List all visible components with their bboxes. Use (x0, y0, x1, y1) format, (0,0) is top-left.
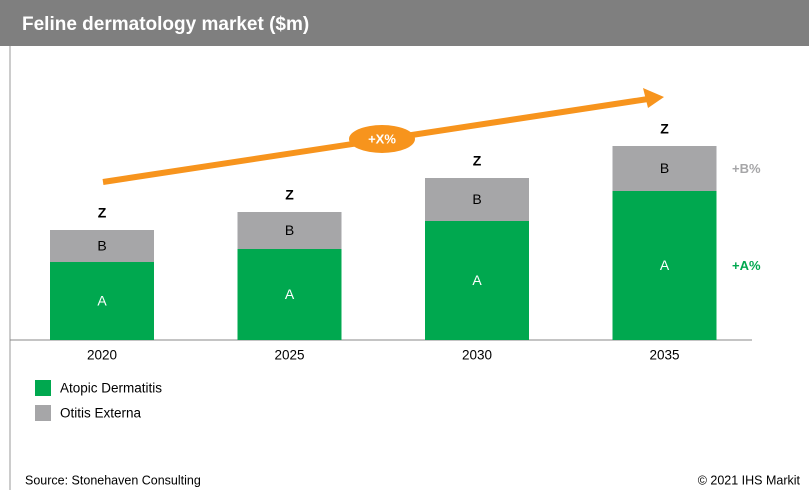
total-label: Z (660, 121, 669, 137)
x-tick-label: 2025 (274, 348, 304, 363)
chart-title: Feline dermatology market ($m) (22, 14, 309, 35)
segment-label: B (472, 191, 481, 207)
bar-segment (425, 221, 529, 340)
growth-label: +A% (732, 258, 761, 273)
source: Source: Stonehaven Consulting (25, 473, 201, 487)
trend-badge (349, 125, 415, 153)
arrow-head (643, 88, 664, 108)
total-label: Z (285, 187, 294, 203)
x-tick-label: 2030 (462, 348, 492, 363)
segment-label: A (285, 286, 295, 302)
segment-label: B (660, 160, 669, 176)
bar-segment (612, 146, 717, 191)
segment-label: A (660, 257, 670, 273)
trend-label: +X% (368, 131, 396, 146)
copyright: © 2021 IHS Markit (698, 473, 801, 487)
segment-label: B (285, 222, 294, 238)
bar-segment (612, 191, 717, 340)
segment-label: A (97, 293, 107, 309)
segment-label: B (97, 238, 106, 254)
legend-label: Otitis Externa (60, 406, 142, 421)
total-label: Z (473, 153, 482, 169)
bar-segment (50, 262, 154, 340)
title-bar (0, 0, 809, 46)
bar-segment (237, 212, 342, 249)
x-tick-label: 2020 (87, 348, 117, 363)
legend-swatch (35, 380, 51, 396)
bar-segment (425, 178, 529, 221)
segment-label: A (472, 272, 482, 288)
bar-segment (237, 249, 342, 340)
legend-swatch (35, 405, 51, 421)
legend-label: Atopic Dermatitis (60, 381, 162, 396)
x-tick-label: 2035 (649, 348, 679, 363)
growth-label: +B% (732, 161, 761, 176)
bar-segment (50, 230, 154, 262)
total-label: Z (98, 205, 107, 221)
